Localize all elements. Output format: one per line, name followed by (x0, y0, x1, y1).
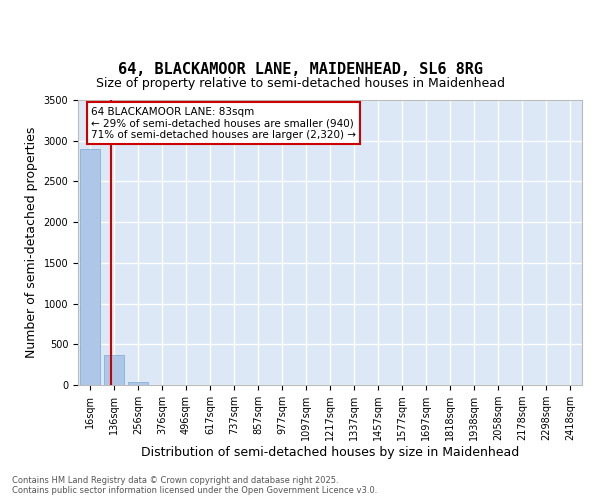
Bar (80, 149, 100, 385)
Bar (128, 382, 148, 385)
Bar (104, 355, 124, 385)
X-axis label: Distribution of semi-detached houses by size in Maidenhead: Distribution of semi-detached houses by … (141, 446, 519, 459)
Text: 64 BLACKAMOOR LANE: 83sqm
← 29% of semi-detached houses are smaller (940)
71% of: 64 BLACKAMOOR LANE: 83sqm ← 29% of semi-… (91, 106, 356, 140)
Text: Size of property relative to semi-detached houses in Maidenhead: Size of property relative to semi-detach… (95, 77, 505, 90)
Text: Contains HM Land Registry data © Crown copyright and database right 2025.
Contai: Contains HM Land Registry data © Crown c… (12, 476, 377, 495)
Y-axis label: Number of semi-detached properties: Number of semi-detached properties (25, 127, 38, 358)
Text: 64, BLACKAMOOR LANE, MAIDENHEAD, SL6 8RG: 64, BLACKAMOOR LANE, MAIDENHEAD, SL6 8RG (118, 62, 482, 78)
